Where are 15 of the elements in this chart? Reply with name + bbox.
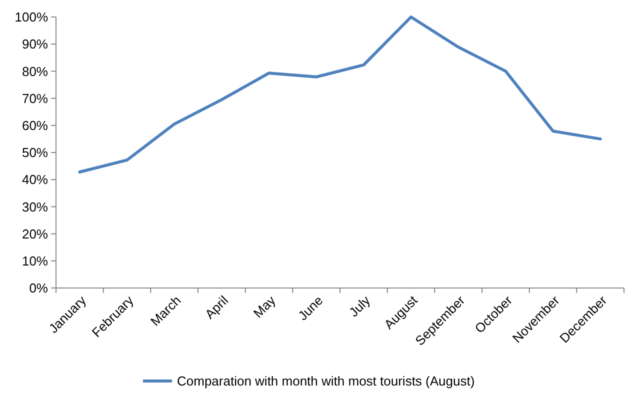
y-tick-label: 0% [29, 280, 48, 296]
legend-label: Comparation with month with most tourists (August) [177, 374, 475, 389]
y-tick-label: 50% [22, 145, 48, 160]
y-tick-label: 40% [22, 172, 48, 188]
x-tick-label: July [346, 292, 374, 320]
line-series [78, 16, 602, 174]
y-tick-label: 80% [22, 64, 48, 79]
y-tick-label: 30% [22, 199, 48, 214]
x-tick-label: May [250, 292, 279, 321]
y-tick-label: 20% [22, 226, 48, 242]
y-tick-label: 100% [14, 10, 48, 25]
y-tick-label: 90% [22, 36, 48, 52]
y-tick-label: 10% [22, 253, 48, 268]
y-tick-label: 60% [22, 118, 48, 133]
y-tick-label: 70% [22, 90, 48, 106]
